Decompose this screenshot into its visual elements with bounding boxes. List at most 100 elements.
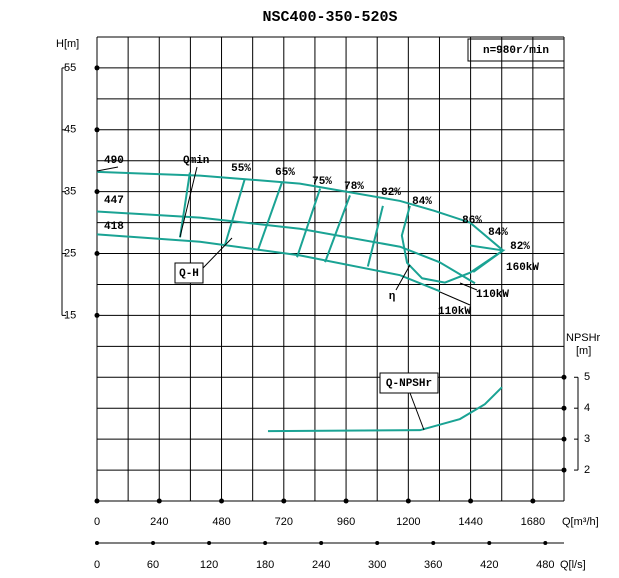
y-axis-label: H[m] bbox=[56, 38, 79, 50]
curve-label: 490 bbox=[104, 155, 124, 167]
y-tick-label: 15 bbox=[64, 309, 76, 321]
x2-axis-label: Q[l/s] bbox=[560, 559, 586, 571]
x2-tick-label: 480 bbox=[536, 559, 554, 571]
qmin-label: Qmin bbox=[183, 155, 209, 167]
x2-tick-label: 60 bbox=[147, 559, 159, 571]
y2-tick-dot bbox=[561, 405, 567, 411]
x-tick-label: 720 bbox=[275, 516, 293, 528]
efficiency-label: 82% bbox=[510, 241, 530, 253]
y2-tick-dot bbox=[561, 436, 567, 442]
efficiency-line bbox=[224, 178, 246, 245]
y-tick-label: 35 bbox=[64, 186, 76, 198]
leader bbox=[439, 291, 471, 306]
x2-tick-label: 420 bbox=[480, 559, 498, 571]
x2-tick bbox=[95, 541, 99, 545]
x2-tick-label: 240 bbox=[312, 559, 330, 571]
curve-label: 418 bbox=[104, 221, 124, 233]
x-tick-label: 240 bbox=[150, 516, 168, 528]
x2-tick bbox=[487, 541, 492, 545]
x2-tick-label: 120 bbox=[200, 559, 218, 571]
y2-tick-dot bbox=[561, 374, 567, 380]
efficiency-label: 82% bbox=[381, 187, 401, 199]
x-tick bbox=[281, 498, 287, 504]
power-label: 110kW bbox=[438, 306, 471, 318]
y-tick-dot bbox=[94, 65, 100, 71]
y2-tick-label: 4 bbox=[584, 402, 590, 414]
x-tick-label: 960 bbox=[337, 516, 355, 528]
x-tick-label: 1200 bbox=[396, 516, 420, 528]
y-tick-label: 45 bbox=[64, 124, 76, 136]
x-tick-label: 0 bbox=[94, 516, 100, 528]
efficiency-label: 75% bbox=[312, 176, 332, 188]
y2-tick-label: 5 bbox=[584, 371, 590, 383]
y-tick-label: 55 bbox=[64, 62, 76, 74]
x-tick bbox=[530, 498, 536, 504]
x2-tick bbox=[431, 541, 436, 545]
y-tick-label: 25 bbox=[64, 247, 76, 259]
curve-label: 447 bbox=[104, 195, 124, 207]
y-tick-dot bbox=[94, 251, 100, 257]
leader bbox=[202, 237, 233, 269]
efficiency-label: 84% bbox=[488, 227, 508, 239]
x2-tick bbox=[543, 541, 548, 545]
qh-label: Q-H bbox=[179, 268, 199, 280]
x2-tick-label: 180 bbox=[256, 559, 274, 571]
label-box bbox=[379, 372, 439, 394]
series-line bbox=[267, 386, 503, 433]
x-tick bbox=[94, 498, 100, 504]
y2-axis-unit: [m] bbox=[576, 345, 591, 357]
leader bbox=[409, 392, 425, 431]
efficiency-line bbox=[469, 244, 506, 273]
efficiency-line bbox=[366, 205, 384, 267]
efficiency-line bbox=[400, 205, 504, 284]
efficiency-label: 55% bbox=[231, 163, 251, 175]
curve-label: Q-NPSHr bbox=[386, 378, 432, 390]
chart-title: NSC400-350-520S bbox=[262, 9, 397, 26]
leader bbox=[96, 166, 119, 172]
x2-tick-label: 0 bbox=[94, 559, 100, 571]
x2-tick-label: 360 bbox=[424, 559, 442, 571]
x-tick bbox=[156, 498, 162, 504]
efficiency-label: 84% bbox=[412, 196, 432, 208]
speed-label: n=980r/min bbox=[483, 45, 549, 57]
x2-tick bbox=[151, 541, 156, 545]
x2-tick bbox=[263, 541, 268, 545]
efficiency-line bbox=[324, 195, 351, 263]
y2-tick-label: 3 bbox=[584, 433, 590, 445]
power-label: 110kW bbox=[476, 289, 509, 301]
power-label: 160kW bbox=[506, 262, 539, 274]
y-tick-dot bbox=[94, 127, 100, 133]
x-tick-label: 1440 bbox=[458, 516, 482, 528]
x-tick-label: 1680 bbox=[521, 516, 545, 528]
x2-tick bbox=[375, 541, 380, 545]
x-tick-label: 480 bbox=[212, 516, 230, 528]
x-tick bbox=[219, 498, 225, 504]
qmin-line bbox=[179, 172, 191, 238]
x2-tick-label: 300 bbox=[368, 559, 386, 571]
x2-tick bbox=[207, 541, 212, 545]
x-tick bbox=[343, 498, 349, 504]
y2-tick-dot bbox=[561, 467, 567, 473]
y-tick-dot bbox=[94, 189, 100, 195]
y2-axis-label: NPSHr bbox=[566, 332, 601, 344]
leader bbox=[459, 282, 478, 291]
efficiency-label: 65% bbox=[275, 167, 295, 179]
y-tick-dot bbox=[94, 312, 100, 318]
series-line bbox=[96, 233, 441, 293]
series-line bbox=[96, 170, 504, 252]
label-box bbox=[174, 262, 204, 284]
efficiency-line bbox=[296, 188, 322, 258]
eta-label: η bbox=[389, 291, 396, 303]
x-tick bbox=[468, 498, 474, 504]
leader bbox=[395, 264, 411, 291]
efficiency-label: 86% bbox=[462, 215, 482, 227]
efficiency-label: 78% bbox=[344, 181, 364, 193]
x-axis-label: Q[m³/h] bbox=[562, 516, 599, 528]
x-tick bbox=[405, 498, 411, 504]
x2-tick bbox=[319, 541, 324, 545]
y2-tick-label: 2 bbox=[584, 464, 590, 476]
leader bbox=[179, 166, 198, 238]
efficiency-line bbox=[256, 182, 283, 251]
